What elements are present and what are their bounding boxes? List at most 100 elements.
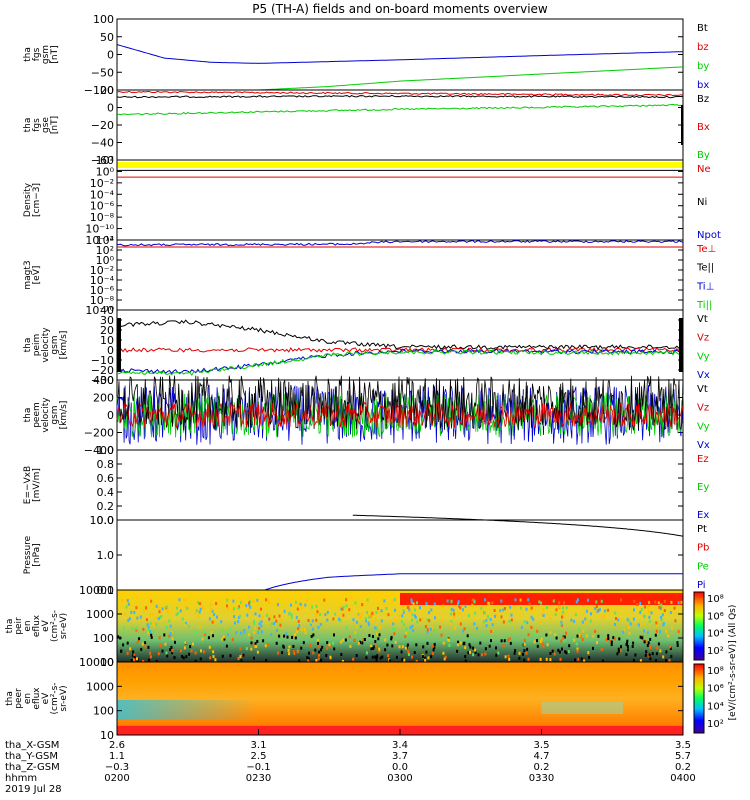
- spectrogram-pixel: [581, 638, 584, 641]
- spectrogram-pixel: [307, 657, 310, 661]
- spectrogram-pixel: [509, 641, 512, 645]
- spectrogram-pixel: [278, 614, 281, 618]
- spectrogram-pixel: [245, 604, 248, 608]
- spectrogram-pixel: [226, 598, 229, 602]
- spectrogram-pixel: [241, 600, 244, 604]
- spectrogram-pixel: [144, 641, 147, 645]
- spectrogram-pixel: [165, 605, 168, 609]
- spectrogram-pixel: [372, 635, 374, 638]
- spectrogram-pixel: [155, 659, 158, 663]
- spectrogram-pixel: [286, 635, 289, 639]
- spectrogram-pixel: [545, 657, 548, 661]
- spectrogram-pixel: [283, 634, 286, 638]
- spectrogram-pixel: [133, 653, 136, 657]
- spectrogram-pixel: [528, 602, 531, 606]
- spectrogram-pixel: [661, 613, 664, 617]
- y-tick-label: 10⁻⁶: [90, 284, 115, 297]
- y-tick-label: 0.0: [97, 514, 115, 527]
- spectrogram-pixel: [241, 653, 244, 657]
- spectrogram-pixel: [354, 601, 357, 605]
- spectrogram-pixel: [617, 649, 620, 653]
- legend-label-Te⊥: Te⊥: [696, 244, 716, 255]
- spectrogram-pixel: [495, 613, 498, 617]
- y-tick-label: 10000: [79, 584, 114, 597]
- spectrogram-pixel: [590, 612, 592, 616]
- y-tick-label: −50: [91, 66, 114, 79]
- spectrogram-pixel: [320, 648, 322, 652]
- spectrogram-pixel: [312, 651, 315, 655]
- spectrogram-pixel: [474, 651, 477, 654]
- spectrogram-pixel: [306, 656, 309, 660]
- y-axis-label: [nT]: [50, 45, 60, 63]
- spectrogram-pixel: [596, 610, 599, 614]
- spectrogram-pixel: [474, 611, 477, 615]
- spectrogram-pixel: [639, 635, 642, 639]
- spectrogram-pixel: [275, 619, 278, 623]
- spectrogram-pixel: [367, 623, 370, 627]
- spectrogram-pixel: [673, 606, 676, 610]
- y-tick-label: −60: [91, 154, 114, 167]
- y-tick-label: 100: [93, 705, 114, 718]
- spectrogram-pixel: [280, 618, 283, 622]
- spectrogram-pixel: [155, 622, 158, 626]
- spectrogram-pixel: [393, 627, 396, 631]
- spectrogram-pixel: [583, 659, 586, 663]
- spectrogram-pixel: [575, 642, 578, 646]
- spectrogram-pixel: [247, 633, 250, 637]
- y-tick-label: −20: [91, 119, 114, 132]
- spectrogram-pixel: [610, 643, 613, 647]
- y-axis-label: [nT]: [50, 116, 60, 134]
- y-axis-label: peir: [14, 617, 24, 635]
- spectrogram-pixel: [594, 607, 597, 611]
- spectrogram-pixel: [175, 613, 178, 616]
- colorbar-tick-label: 10⁸: [707, 666, 724, 677]
- spectrogram-pixel: [476, 626, 478, 630]
- spectrogram-pixel: [132, 653, 135, 657]
- spectrogram-pixel: [545, 633, 548, 637]
- spectrogram-pixel: [184, 623, 187, 627]
- spectrogram-pixel: [140, 619, 143, 622]
- spectrogram-pixel: [186, 607, 189, 611]
- y-axis-label: eflux: [32, 687, 42, 710]
- x-tick-label: 5.7: [675, 751, 691, 762]
- y-axis-label: (cm²-s-: [50, 610, 60, 642]
- spectrogram-pixel: [499, 609, 502, 613]
- spectrogram-pixel: [558, 601, 561, 605]
- spectrogram-pixel: [248, 603, 251, 607]
- spectrogram-pixel: [357, 641, 360, 645]
- spectrogram-pixel: [260, 620, 263, 624]
- spectrogram-pixel: [142, 659, 145, 663]
- panel-fgs_gse: 20 0 −20 −40 −60 tha fgs gse [nT] Bz Bx By: [23, 84, 710, 167]
- spectrogram-pixel: [391, 599, 394, 603]
- spectrogram-pixel: [433, 642, 436, 646]
- spectrogram-pixel: [554, 633, 557, 636]
- spectrogram-pixel: [355, 620, 358, 624]
- spectrogram-pixel: [640, 608, 643, 612]
- spectrogram-pixel: [210, 607, 213, 611]
- spectrogram-pixel: [508, 637, 511, 641]
- spectrogram-pixel: [629, 622, 632, 626]
- spectrogram-pixel: [648, 653, 651, 657]
- spectrogram-pixel: [450, 612, 452, 616]
- spectrogram-pixel: [459, 641, 462, 645]
- colorbar-tick-label: 10⁴: [707, 629, 724, 640]
- colorbar-tick-label: 10⁸: [707, 594, 724, 605]
- spectrogram-pixel: [371, 611, 374, 615]
- spectrogram-pixel: [595, 605, 598, 609]
- panel-peer_spec: 10000 1000 100 10 tha peer en eflux eV (cm²-s-sr-…: [5, 656, 684, 742]
- spectrogram-pixel: [533, 632, 536, 636]
- spectrogram-pixel: [520, 625, 523, 629]
- spectrogram-pixel: [379, 656, 382, 660]
- spectrogram-pixel: [138, 637, 141, 641]
- y-tick-label: 40: [100, 304, 114, 317]
- spectrogram-pixel: [338, 605, 341, 609]
- spectrogram-pixel: [636, 603, 639, 607]
- spectrogram-pixel: [473, 600, 476, 604]
- spectrogram-pixel: [254, 644, 257, 648]
- y-axis-label: eflux: [32, 614, 42, 637]
- x-tick-label: 2.6: [109, 740, 125, 751]
- spectrogram-pixel: [202, 650, 205, 654]
- spectrogram-pixel: [323, 598, 326, 602]
- spectrogram-pixel: [660, 618, 663, 622]
- spectrogram-pixel: [365, 619, 367, 623]
